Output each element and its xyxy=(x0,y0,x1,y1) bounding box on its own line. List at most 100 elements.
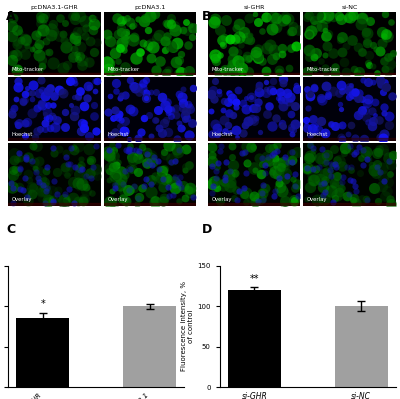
Point xyxy=(310,84,317,91)
Point xyxy=(22,154,29,160)
Point xyxy=(365,119,372,125)
Point xyxy=(374,160,380,167)
Point xyxy=(83,184,90,190)
Point xyxy=(225,122,232,128)
Point xyxy=(306,31,312,38)
Point xyxy=(77,53,84,59)
Point xyxy=(365,61,372,68)
Point xyxy=(252,11,258,17)
Point xyxy=(233,104,239,111)
Point xyxy=(364,197,370,203)
Point xyxy=(184,28,190,35)
Point xyxy=(379,40,386,46)
Point xyxy=(176,174,183,180)
Point xyxy=(216,87,222,94)
Point xyxy=(269,123,275,130)
Point xyxy=(377,77,384,83)
Point xyxy=(364,79,371,85)
Point xyxy=(236,60,242,66)
Point xyxy=(246,15,252,22)
Point xyxy=(75,171,82,177)
Point xyxy=(338,122,345,128)
Point xyxy=(164,21,171,27)
Text: C: C xyxy=(6,223,15,237)
Point xyxy=(242,170,249,176)
Point xyxy=(126,143,133,149)
Point xyxy=(276,180,282,186)
Point xyxy=(322,68,329,75)
Point xyxy=(178,125,184,132)
Point xyxy=(310,172,316,178)
Point xyxy=(126,77,133,83)
Title: si-GHR: si-GHR xyxy=(243,5,265,10)
Point xyxy=(152,199,158,205)
Point xyxy=(287,111,294,117)
Point xyxy=(376,117,382,123)
Point xyxy=(387,170,393,177)
Point xyxy=(30,82,37,89)
Point xyxy=(112,173,118,179)
Point xyxy=(231,61,238,67)
Point xyxy=(307,131,314,138)
Point xyxy=(365,60,372,66)
Point xyxy=(292,121,298,127)
Point xyxy=(278,122,284,128)
Point xyxy=(339,88,346,94)
Point xyxy=(215,91,222,98)
Point xyxy=(110,115,116,121)
Point xyxy=(356,69,362,75)
Point xyxy=(243,105,250,112)
Text: Hoechst: Hoechst xyxy=(211,132,233,137)
Point xyxy=(390,50,396,57)
Point xyxy=(272,155,279,161)
Point xyxy=(37,16,44,22)
Point xyxy=(135,194,142,200)
Point xyxy=(78,162,84,168)
Point xyxy=(127,19,133,25)
Point xyxy=(256,89,262,95)
Point xyxy=(170,192,176,198)
Point xyxy=(134,194,141,201)
Point xyxy=(29,96,36,102)
Point xyxy=(94,38,100,45)
Point xyxy=(304,165,311,172)
Point xyxy=(239,69,245,76)
Point xyxy=(227,182,233,189)
Point xyxy=(238,150,245,156)
Point xyxy=(212,51,218,58)
Point xyxy=(121,128,127,134)
Point xyxy=(163,70,169,76)
Point xyxy=(227,178,233,185)
Point xyxy=(378,81,384,87)
Point xyxy=(216,148,223,154)
Point xyxy=(152,11,158,17)
Point xyxy=(338,134,344,140)
Point xyxy=(364,38,370,44)
Point xyxy=(61,201,68,207)
Point xyxy=(64,161,71,167)
Point xyxy=(165,110,172,117)
Point xyxy=(150,154,157,160)
Point xyxy=(165,128,172,135)
Point xyxy=(332,195,338,201)
Point xyxy=(160,97,166,104)
Point xyxy=(115,159,121,165)
Point xyxy=(189,25,196,31)
Point xyxy=(332,161,338,167)
Point xyxy=(259,161,266,168)
Point xyxy=(140,80,146,86)
Point xyxy=(71,45,77,52)
Point xyxy=(210,87,216,93)
Point xyxy=(339,136,345,142)
Point xyxy=(86,38,93,44)
Point xyxy=(190,194,197,200)
Point xyxy=(176,57,182,63)
Point xyxy=(38,102,45,108)
Point xyxy=(14,168,20,175)
Point xyxy=(88,170,94,177)
Point xyxy=(244,34,250,41)
Point xyxy=(372,99,378,105)
Point xyxy=(45,197,52,203)
Point xyxy=(149,162,155,168)
Point xyxy=(107,68,114,75)
